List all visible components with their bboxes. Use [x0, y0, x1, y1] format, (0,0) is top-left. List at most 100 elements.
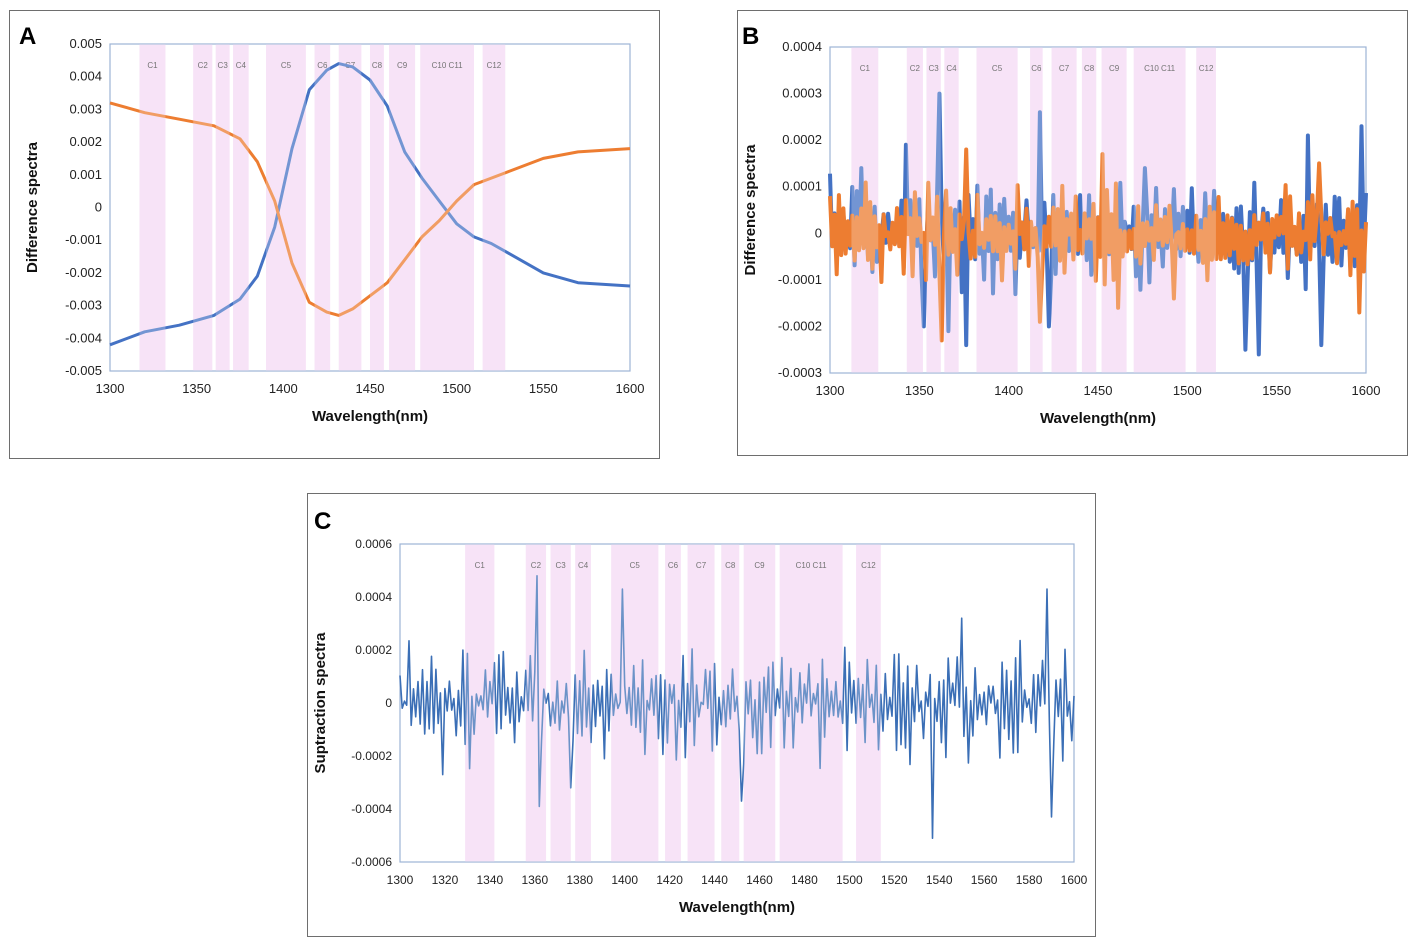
highlight-overlay: [851, 47, 879, 373]
highlight-overlay: [1133, 47, 1186, 373]
highlight-overlay: [1030, 47, 1043, 373]
highlight-overlay: [721, 544, 740, 862]
x-tick-label: 1340: [477, 873, 504, 887]
y-tick-label: -0.0002: [778, 318, 822, 333]
y-tick-label: -0.003: [65, 298, 102, 313]
region-label: C9: [397, 61, 408, 70]
x-axis-label: Wavelength(nm): [1040, 410, 1156, 427]
x-tick-label: 1350: [905, 383, 934, 398]
x-tick-label: 1300: [96, 381, 125, 396]
region-label: C2: [910, 64, 921, 73]
highlight-region: [550, 544, 571, 862]
x-tick-label: 1550: [529, 381, 558, 396]
y-tick-label: -0.004: [65, 330, 102, 345]
region-label: C8: [725, 561, 736, 570]
panel-label-b: B: [742, 23, 760, 50]
region-label: C4: [236, 61, 247, 70]
y-tick-label: -0.0006: [351, 855, 392, 869]
y-tick-label: 0: [95, 200, 102, 215]
x-tick-label: 1400: [994, 383, 1023, 398]
y-tick-label: -0.001: [65, 232, 102, 247]
x-tick-label: 1560: [971, 873, 998, 887]
region-label: C8: [1084, 64, 1095, 73]
y-tick-label: 0.0002: [355, 643, 392, 657]
region-label: C10 C11: [796, 561, 828, 570]
x-tick-label: 1380: [566, 873, 593, 887]
x-tick-label: 1600: [1352, 383, 1381, 398]
region-label: C10 C11: [432, 61, 464, 70]
highlight-region: [976, 47, 1018, 373]
highlight-overlay: [1081, 47, 1097, 373]
highlight-overlay: [1101, 47, 1127, 373]
x-tick-label: 1500: [442, 381, 471, 396]
region-label: C7: [696, 561, 707, 570]
region-label: C1: [475, 561, 486, 570]
x-tick-label: 1600: [1061, 873, 1088, 887]
x-tick-label: 1450: [356, 381, 385, 396]
x-tick-label: 1540: [926, 873, 953, 887]
x-tick-label: 1600: [616, 381, 645, 396]
region-label: C5: [281, 61, 292, 70]
highlight-overlay: [465, 544, 495, 862]
x-axis-label: Wavelength(nm): [312, 408, 428, 425]
chart-panel-a: A C1 C2 C3 C4 C5 C6 C7 C8 C9 C10 C11 C12 0.005 0.004…: [9, 10, 660, 459]
highlight-overlay: [525, 544, 547, 862]
chart-a: C1 C2 C3 C4 C5 C6 C7 C8 C9 C10 C11 C120.0050.0040.…: [24, 36, 645, 425]
x-axis-label: Wavelength(nm): [679, 899, 795, 916]
y-tick-label: 0.0006: [355, 537, 392, 551]
x-tick-label: 1440: [701, 873, 728, 887]
highlight-overlay: [944, 47, 959, 373]
y-axis-label: Difference spectra: [24, 141, 41, 273]
x-tick-label: 1500: [1173, 383, 1202, 398]
highlight-overlay: [1051, 47, 1077, 373]
highlight-region: [420, 44, 474, 371]
y-tick-label: -0.0004: [351, 802, 392, 816]
x-tick-label: 1550: [1262, 383, 1291, 398]
highlight-overlay: [370, 44, 384, 371]
highlight-overlay: [856, 544, 881, 862]
x-tick-label: 1420: [656, 873, 683, 887]
region-label: C5: [630, 561, 641, 570]
region-label: C2: [531, 561, 542, 570]
chart-b: C1 C2 C3 C4 C5 C6 C7 C8 C9 C10 C11 C12 0.0004 0.0003…: [742, 39, 1381, 427]
highlight-overlay: [215, 44, 230, 371]
highlight-overlay: [906, 47, 923, 373]
highlight-overlay: [314, 44, 331, 371]
y-tick-label: 0.003: [69, 101, 102, 116]
y-tick-label: 0.001: [69, 167, 102, 182]
highlight-region: [525, 544, 547, 862]
highlight-overlay: [193, 44, 213, 371]
region-label: C9: [754, 561, 765, 570]
x-tick-label: 1400: [611, 873, 638, 887]
region-label: C6: [668, 561, 679, 570]
y-tick-label: 0.0004: [782, 39, 822, 54]
highlight-region: [314, 44, 331, 371]
x-tick-label: 1520: [881, 873, 908, 887]
y-tick-label: 0.005: [69, 36, 102, 51]
region-label: C9: [1109, 64, 1120, 73]
y-tick-label: 0.0001: [782, 179, 822, 194]
highlight-overlay: [266, 44, 306, 371]
region-label: C1: [147, 61, 158, 70]
highlight-region: [266, 44, 306, 371]
highlight-region: [389, 44, 416, 371]
highlight-overlay: [575, 544, 591, 862]
series-line-blue: [109, 62, 631, 347]
region-label: C6: [1031, 64, 1042, 73]
region-label: C3: [556, 561, 567, 570]
y-tick-label: -0.0001: [778, 272, 822, 287]
y-tick-label: 0.004: [69, 69, 102, 84]
y-axis-label: Suptraction spectra: [312, 632, 329, 774]
region-label: C2: [198, 61, 209, 70]
region-label: C8: [372, 61, 383, 70]
y-tick-label: 0.0002: [782, 132, 822, 147]
series-line-orange: [828, 147, 1368, 343]
x-tick-label: 1360: [521, 873, 548, 887]
y-tick-label: -0.0003: [778, 365, 822, 380]
region-label: C6: [317, 61, 328, 70]
highlight-region: [215, 44, 230, 371]
panel-label-c: C: [314, 508, 332, 535]
region-label: C5: [992, 64, 1003, 73]
y-tick-label: 0: [385, 696, 392, 710]
region-label: C12: [1199, 64, 1214, 73]
